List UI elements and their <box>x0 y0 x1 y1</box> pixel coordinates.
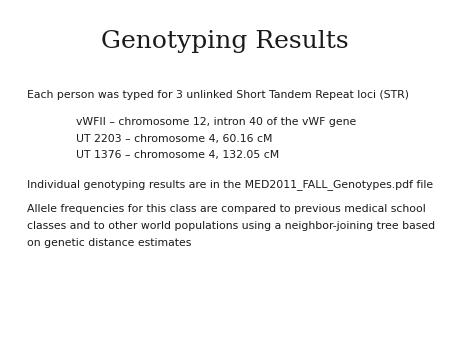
Text: Allele frequencies for this class are compared to previous medical school: Allele frequencies for this class are co… <box>27 204 426 215</box>
Text: Each person was typed for 3 unlinked Short Tandem Repeat loci (STR): Each person was typed for 3 unlinked Sho… <box>27 90 409 100</box>
Text: Individual genotyping results are in the MED2011_FALL_Genotypes.pdf file: Individual genotyping results are in the… <box>27 179 433 190</box>
Text: UT 2203 – chromosome 4, 60.16 cM: UT 2203 – chromosome 4, 60.16 cM <box>76 134 273 144</box>
Text: Genotyping Results: Genotyping Results <box>101 30 349 53</box>
Text: vWFII – chromosome 12, intron 40 of the vWF gene: vWFII – chromosome 12, intron 40 of the … <box>76 117 357 127</box>
Text: on genetic distance estimates: on genetic distance estimates <box>27 238 191 248</box>
Text: UT 1376 – chromosome 4, 132.05 cM: UT 1376 – chromosome 4, 132.05 cM <box>76 150 280 161</box>
Text: classes and to other world populations using a neighbor-joining tree based: classes and to other world populations u… <box>27 221 435 232</box>
